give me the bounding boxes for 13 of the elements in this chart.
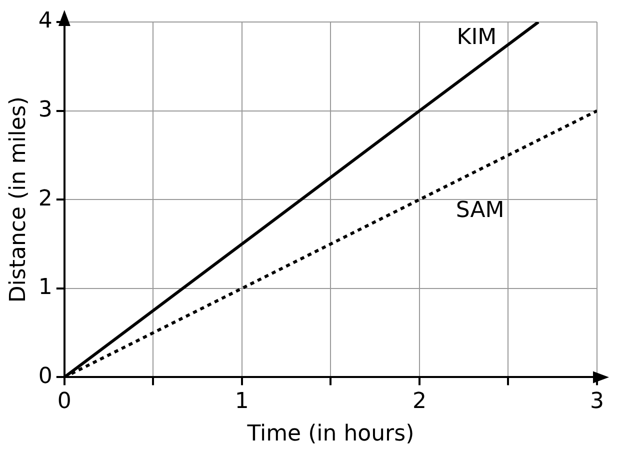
x-axis-title: Time (in hours) — [246, 422, 414, 447]
x-tick-label: 1 — [234, 389, 249, 414]
series-label: SAM — [456, 198, 504, 224]
y-axis-title: Distance (in miles) — [6, 96, 31, 303]
y-tick-label: 4 — [38, 8, 52, 34]
x-tick-label: 0 — [57, 389, 72, 414]
x-tick-label: 2 — [412, 389, 426, 414]
y-tick-label: 0 — [38, 364, 52, 389]
y-tick-label: 2 — [38, 186, 52, 212]
y-tick-label: 3 — [38, 98, 52, 123]
y-tick-label: 1 — [38, 275, 52, 300]
x-tick-label: 3 — [590, 389, 604, 414]
series-label: KIM — [456, 24, 497, 50]
